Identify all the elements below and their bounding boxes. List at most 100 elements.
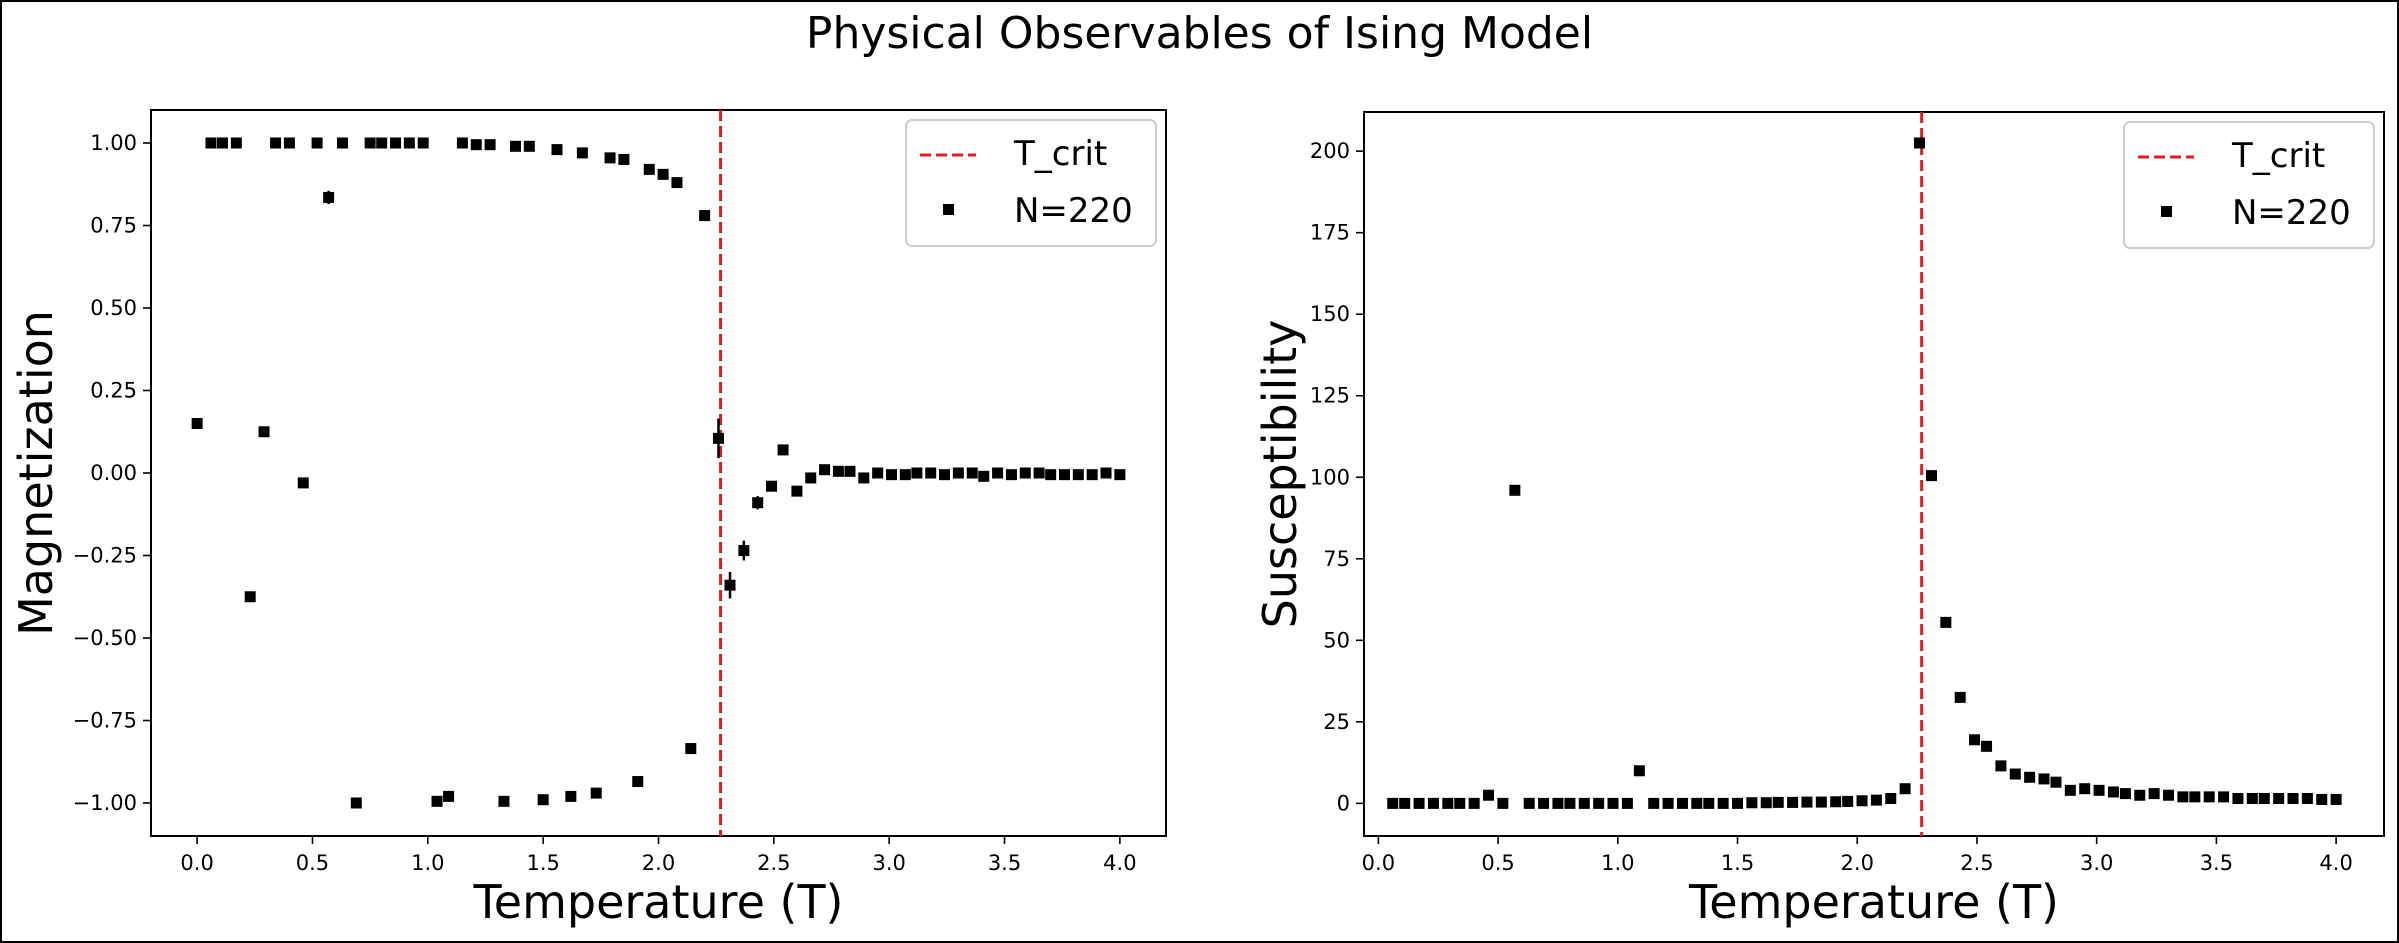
susceptibility-data-point bbox=[1746, 797, 1758, 809]
susceptibility-ytick-label: 175 bbox=[1310, 221, 1350, 245]
susceptibility-data-point bbox=[1830, 796, 1842, 808]
susceptibility-xlabel: Temperature (T) bbox=[1688, 875, 2059, 929]
magnetization-data-point bbox=[551, 144, 563, 156]
magnetization-data-point bbox=[350, 797, 362, 809]
magnetization-xtick-label: 2.5 bbox=[757, 851, 790, 875]
magnetization-data-point bbox=[766, 480, 778, 492]
susceptibility-data-point bbox=[2079, 783, 2091, 795]
susceptibility-data-point bbox=[2330, 793, 2342, 805]
susceptibility-xtick-label: 1.5 bbox=[1721, 851, 1754, 875]
magnetization-data-point bbox=[217, 137, 229, 149]
magnetization-legend-series-swatch bbox=[943, 204, 954, 215]
susceptibility-data-point bbox=[2009, 768, 2021, 780]
magnetization-data-point bbox=[537, 794, 549, 806]
magnetization-data-point bbox=[1114, 469, 1126, 481]
magnetization-data-point bbox=[431, 795, 443, 807]
susceptibility-data-point bbox=[2148, 788, 2160, 800]
susceptibility-data-point bbox=[1732, 797, 1744, 809]
magnetization-xtick-label: 3.5 bbox=[988, 851, 1021, 875]
susceptibility-data-point bbox=[1552, 797, 1564, 809]
susceptibility-axes-frame bbox=[1363, 111, 2385, 837]
susceptibility-data-point bbox=[2024, 771, 2036, 783]
magnetization-legend-tcrit-label: T_crit bbox=[1013, 134, 1107, 174]
susceptibility-data-point bbox=[2203, 791, 2215, 803]
susceptibility-data-point bbox=[1578, 797, 1590, 809]
susceptibility-data-point bbox=[2093, 784, 2105, 796]
magnetization-xtick-label: 2.0 bbox=[642, 851, 675, 875]
magnetization-data-point bbox=[590, 787, 602, 799]
magnetization-data-point bbox=[724, 579, 736, 591]
magnetization-data-point bbox=[699, 210, 711, 222]
susceptibility-data-point bbox=[2177, 791, 2189, 803]
magnetization-data-point bbox=[376, 137, 388, 149]
susceptibility-data-point bbox=[2189, 791, 2201, 803]
susceptibility-data-point bbox=[1995, 760, 2007, 772]
susceptibility-data-point bbox=[2232, 792, 2244, 804]
magnetization-data-point bbox=[939, 469, 951, 481]
susceptibility-data-point bbox=[1454, 797, 1466, 809]
susceptibility-xtick-label: 2.5 bbox=[1960, 851, 1993, 875]
magnetization-data-point bbox=[752, 497, 764, 509]
magnetization-data-point bbox=[297, 477, 309, 489]
susceptibility-data-point bbox=[1940, 616, 1952, 628]
susceptibility-data-point bbox=[2258, 792, 2270, 804]
magnetization-data-point bbox=[1033, 467, 1045, 479]
magnetization-data-point bbox=[1005, 469, 1017, 481]
magnetization-xtick-label: 1.5 bbox=[526, 851, 559, 875]
magnetization-ytick-label: 0.00 bbox=[90, 461, 137, 485]
magnetization-data-point bbox=[712, 432, 724, 444]
magnetization-data-point bbox=[523, 140, 535, 152]
susceptibility-data-point bbox=[1676, 797, 1688, 809]
susceptibility-data-point bbox=[1523, 797, 1535, 809]
susceptibility-ytick-label: 200 bbox=[1310, 139, 1350, 163]
susceptibility-data-point bbox=[1925, 470, 1937, 482]
susceptibility-xtick-label: 3.0 bbox=[2080, 851, 2113, 875]
susceptibility-data-point bbox=[2287, 792, 2299, 804]
susceptibility-legend-box bbox=[2123, 121, 2375, 249]
magnetization-ylabel: Magnetization bbox=[9, 310, 63, 636]
susceptibility-data-point bbox=[1787, 796, 1799, 808]
magnetization-xtick-label: 4.0 bbox=[1103, 851, 1136, 875]
magnetization-data-point bbox=[978, 470, 990, 482]
susceptibility-data-point bbox=[1913, 137, 1925, 149]
magnetization-data-point bbox=[417, 137, 429, 149]
magnetization-data-point bbox=[509, 140, 521, 152]
magnetization-data-point bbox=[885, 469, 897, 481]
susceptibility-data-point bbox=[1885, 792, 1897, 804]
susceptibility-data-point bbox=[1621, 797, 1633, 809]
susceptibility-data-point bbox=[1564, 797, 1576, 809]
magnetization-ytick-label: −0.50 bbox=[73, 626, 137, 650]
magnetization-ytick-label: 1.00 bbox=[90, 131, 137, 155]
magnetization-ytick-label: −1.00 bbox=[73, 791, 137, 815]
magnetization-legend-box bbox=[905, 119, 1157, 247]
magnetization-data-point bbox=[565, 790, 577, 802]
susceptibility-ylabel: Susceptibility bbox=[1253, 320, 1307, 629]
susceptibility-data-point bbox=[1648, 797, 1660, 809]
magnetization-data-point bbox=[844, 465, 856, 477]
magnetization-data-point bbox=[403, 137, 415, 149]
susceptibility-data-point bbox=[2301, 792, 2313, 804]
magnetization-data-point bbox=[230, 137, 242, 149]
susceptibility-data-point bbox=[2064, 784, 2076, 796]
susceptibility-legend-series-swatch bbox=[2161, 206, 2172, 217]
susceptibility-data-point bbox=[1387, 797, 1399, 809]
magnetization-data-point bbox=[872, 467, 884, 479]
magnetization-data-point bbox=[777, 444, 789, 456]
susceptibility-data-point bbox=[1717, 797, 1729, 809]
magnetization-data-point bbox=[858, 472, 870, 484]
susceptibility-data-point bbox=[1509, 484, 1521, 496]
magnetization-data-point bbox=[336, 137, 348, 149]
magnetization-ytick-label: −0.25 bbox=[73, 544, 137, 568]
susceptibility-data-point bbox=[1760, 797, 1772, 809]
susceptibility-data-point bbox=[2038, 773, 2050, 785]
susceptibility-data-point bbox=[2273, 792, 2285, 804]
susceptibility-data-point bbox=[1772, 796, 1784, 808]
susceptibility-data-point bbox=[1815, 796, 1827, 808]
susceptibility-ytick-label: 0 bbox=[1337, 791, 1350, 815]
susceptibility-ytick-label: 75 bbox=[1323, 547, 1350, 571]
magnetization-data-point bbox=[484, 139, 496, 151]
susceptibility-data-point bbox=[2316, 793, 2328, 805]
magnetization-data-point bbox=[992, 467, 1004, 479]
magnetization-data-point bbox=[576, 147, 588, 159]
